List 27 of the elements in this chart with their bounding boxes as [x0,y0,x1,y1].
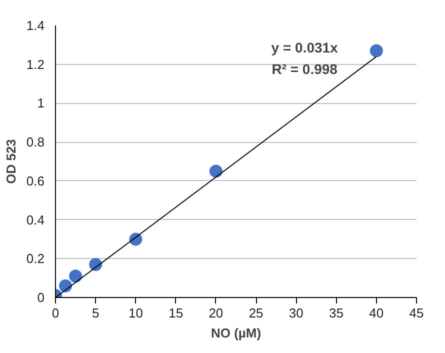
annotation: R² = 0.998 [272,61,338,78]
point [370,44,383,58]
y-tick-label: 0.2 [26,251,45,266]
x-tick-label: 0 [52,306,60,320]
point [69,270,82,283]
y-tick-label: 0.4 [26,212,45,228]
annotation: y = 0.031x [271,39,338,56]
x-tick-label: 10 [128,306,143,320]
y-tick-label: 1.2 [26,56,45,72]
y-tick-label: 0.8 [26,134,45,150]
x-tick-label: 20 [208,306,224,320]
x-tick-label: 30 [288,306,304,320]
x-tick-label: 5 [92,306,100,320]
x-tick-label: 25 [248,306,264,320]
x-tick-label: 15 [168,306,184,320]
x-axis-title: NO (µM) [210,326,262,340]
y-tick-label: 1.4 [26,18,45,33]
y-axis-title: OD 523 [3,139,18,184]
y-tick-label: 0 [37,290,45,305]
point [59,279,72,292]
y-tick-label: 1 [37,96,45,111]
x-tick-label: 35 [329,306,344,320]
point [89,258,102,271]
y-tick-label: 0.6 [26,173,45,188]
x-tick-label: 40 [369,306,384,320]
x-tick-label: 45 [409,306,424,320]
point [209,164,222,178]
